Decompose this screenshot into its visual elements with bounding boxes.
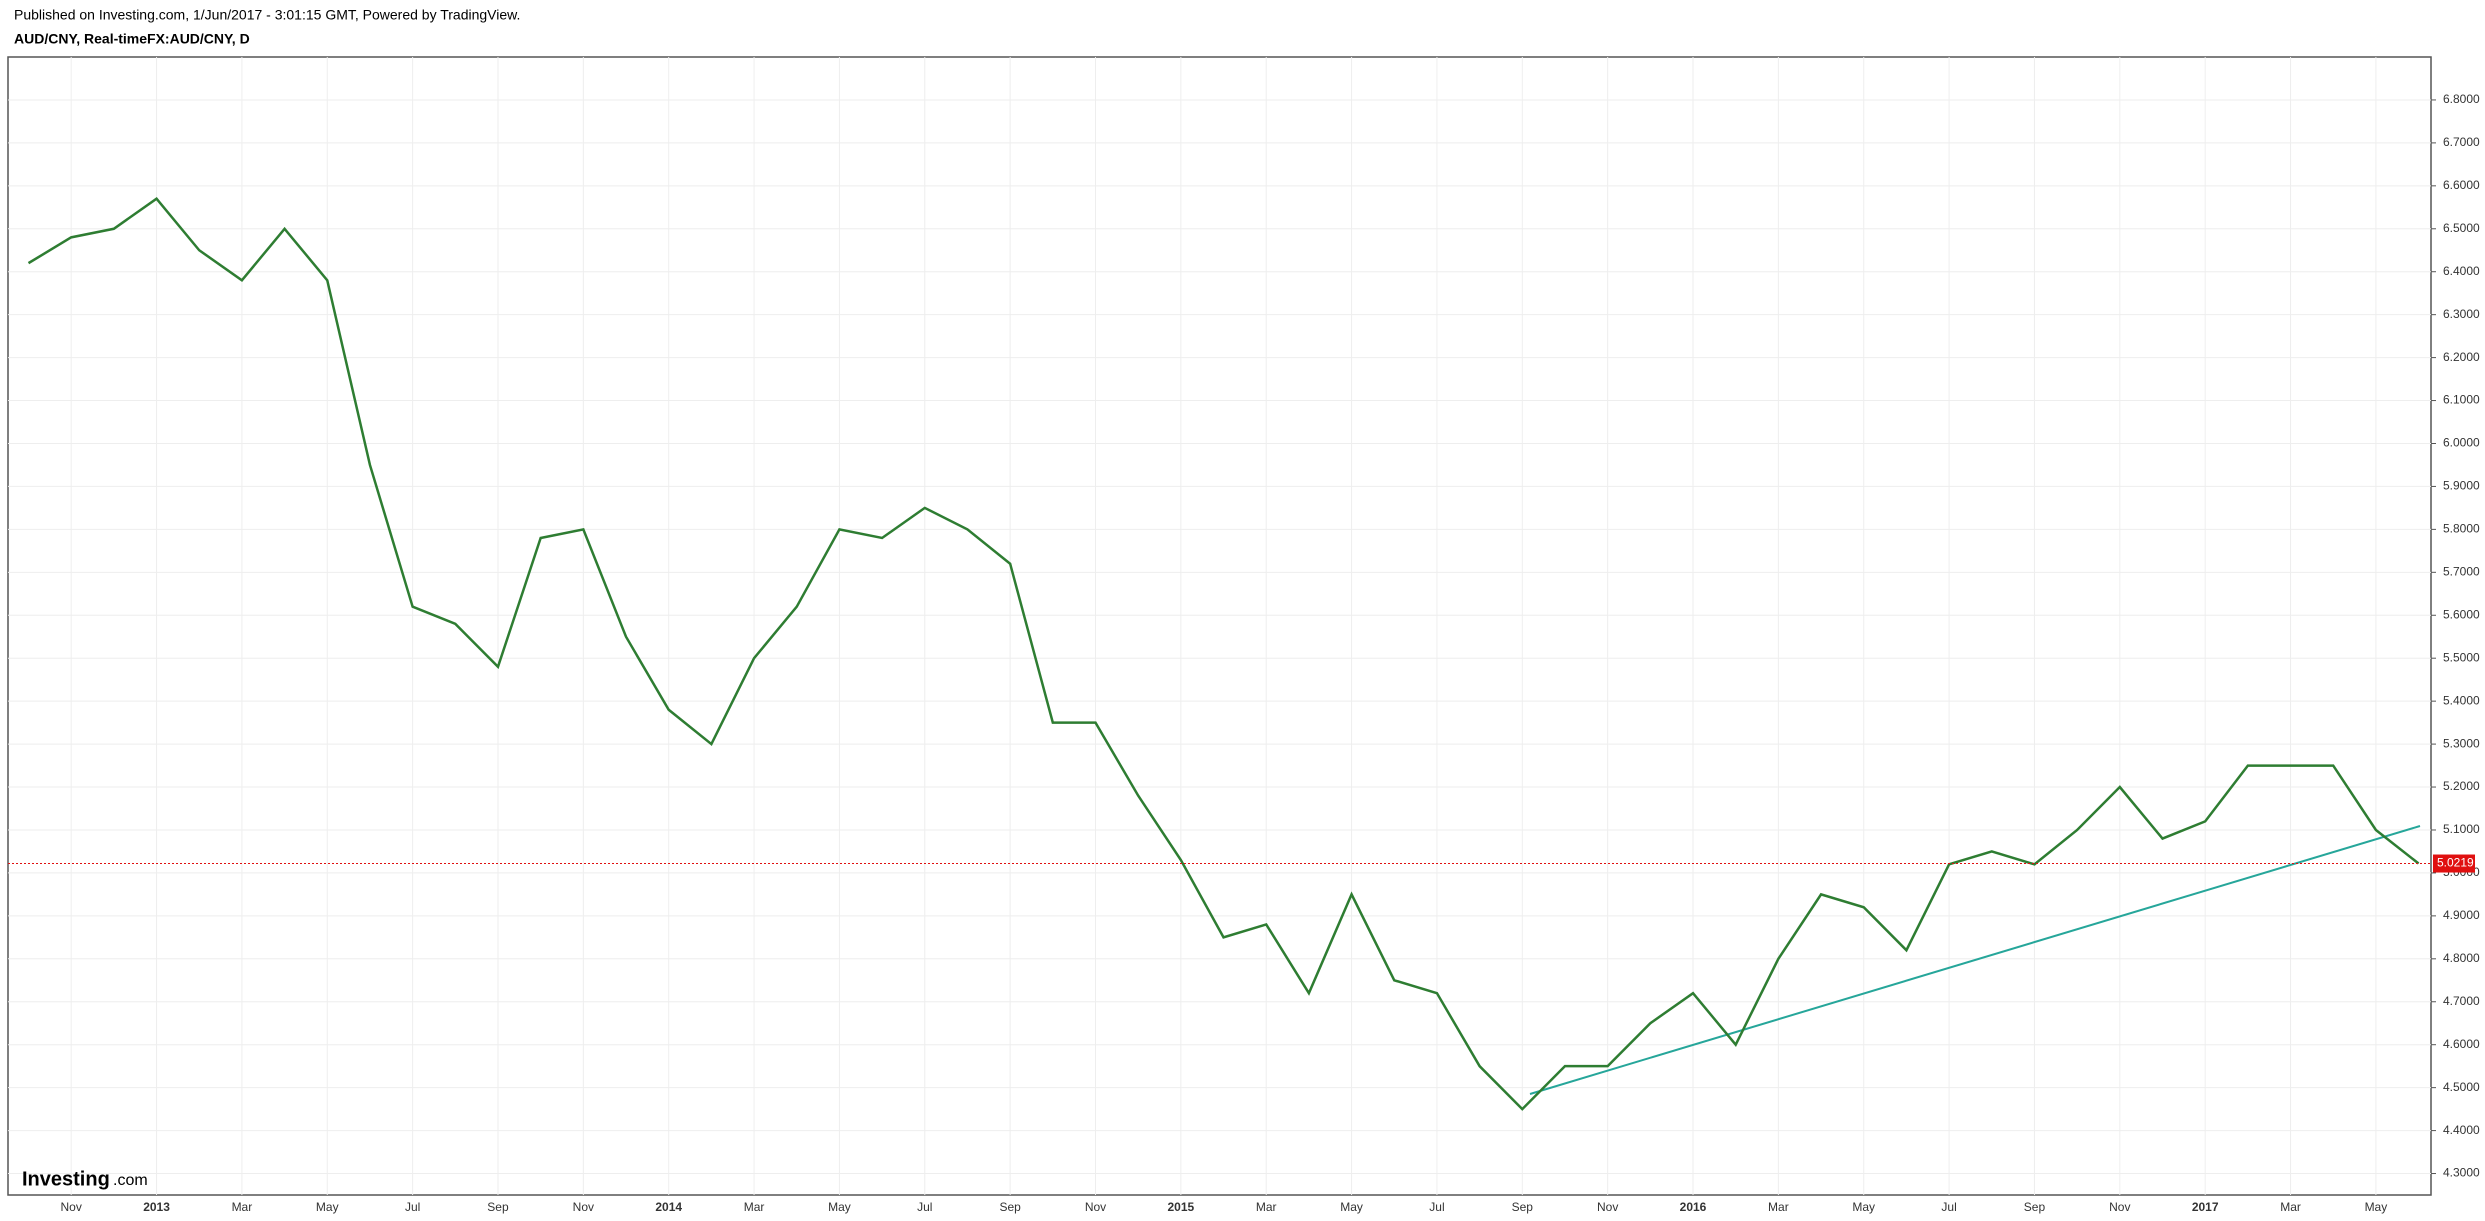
y-tick-label: 6.8000 (2443, 92, 2480, 106)
y-tick-label: 4.9000 (2443, 908, 2480, 922)
x-tick-label: Mar (232, 1200, 253, 1214)
x-tick-label: Nov (573, 1200, 594, 1214)
last-price-box (2433, 854, 2475, 873)
plot-frame (7, 56, 2432, 1196)
y-tick-label: 6.6000 (2443, 178, 2480, 192)
x-tick-label: May (828, 1200, 851, 1214)
x-tick-label: Sep (2024, 1200, 2046, 1214)
y-tick-label: 6.2000 (2443, 350, 2480, 364)
marks (27, 197, 2420, 1111)
x-tick-label: Nov (1597, 1200, 1618, 1214)
logo-suffix: .com (113, 1172, 148, 1189)
x-tick-label: May (1340, 1200, 1363, 1214)
x-tick-label: Mar (2280, 1200, 2301, 1214)
y-tick-label: 4.4000 (2443, 1123, 2480, 1137)
x-tick-label: Nov (61, 1200, 82, 1214)
x-tick-label: Sep (999, 1200, 1021, 1214)
y-tick-label: 4.6000 (2443, 1037, 2480, 1051)
y-tick-label: 5.5000 (2443, 650, 2480, 664)
y-tick-label: 6.0000 (2443, 436, 2480, 450)
x-tick-label: 2017 (2192, 1200, 2219, 1214)
y-tick-label: 5.7000 (2443, 564, 2480, 578)
x-tick-label: Nov (2109, 1200, 2130, 1214)
y-tick-label: 5.2000 (2443, 779, 2480, 793)
x-tick-label: Jul (1429, 1200, 1444, 1214)
x-tick-label: Mar (1768, 1200, 1789, 1214)
y-tick-label: 5.3000 (2443, 736, 2480, 750)
x-tick-label: May (2365, 1200, 2388, 1214)
x-tick-label: Mar (744, 1200, 765, 1214)
y-tick-label: 4.3000 (2443, 1166, 2480, 1180)
x-tick-label: May (1852, 1200, 1875, 1214)
x-tick-label: 2015 (1168, 1200, 1195, 1214)
y-tick-label: 4.8000 (2443, 951, 2480, 965)
symbol-label: AUD/CNY, Real-timeFX:AUD/CNY, D (14, 31, 250, 47)
published-note: Published on Investing.com, 1/Jun/2017 -… (14, 7, 520, 23)
y-tick-label: 5.1000 (2443, 822, 2480, 836)
x-tick-label: Nov (1085, 1200, 1106, 1214)
y-tick-label: 6.4000 (2443, 264, 2480, 278)
grid (8, 57, 2431, 1195)
x-tick-label: Sep (1512, 1200, 1534, 1214)
y-tick-label: 5.4000 (2443, 693, 2480, 707)
x-tick-label: 2016 (1680, 1200, 1707, 1214)
logo-name: Investing (22, 1168, 110, 1190)
x-tick-label: Jul (1941, 1200, 1956, 1214)
x-tick-label: Mar (1256, 1200, 1277, 1214)
y-tick-label: 6.7000 (2443, 135, 2480, 149)
x-tick-label: May (316, 1200, 339, 1214)
x-tick-label: Jul (405, 1200, 420, 1214)
y-tick-label: 5.8000 (2443, 522, 2480, 536)
price-line (27, 197, 2420, 1111)
last-price-label: 5.0219 (2437, 856, 2474, 870)
y-tick-label: 4.5000 (2443, 1080, 2480, 1094)
x-tick-label: Sep (487, 1200, 509, 1214)
trend-line (1529, 825, 2421, 1095)
y-tick-label: 6.5000 (2443, 221, 2480, 235)
y-tick-label: 6.1000 (2443, 393, 2480, 407)
y-tick-label: 6.3000 (2443, 307, 2480, 321)
y-tick-label: 5.6000 (2443, 607, 2480, 621)
x-tick-label: 2013 (143, 1200, 170, 1214)
x-tick-label: Jul (917, 1200, 932, 1214)
y-tick-label: 5.9000 (2443, 479, 2480, 493)
x-tick-label: 2014 (655, 1200, 682, 1214)
y-tick-label: 4.7000 (2443, 994, 2480, 1008)
